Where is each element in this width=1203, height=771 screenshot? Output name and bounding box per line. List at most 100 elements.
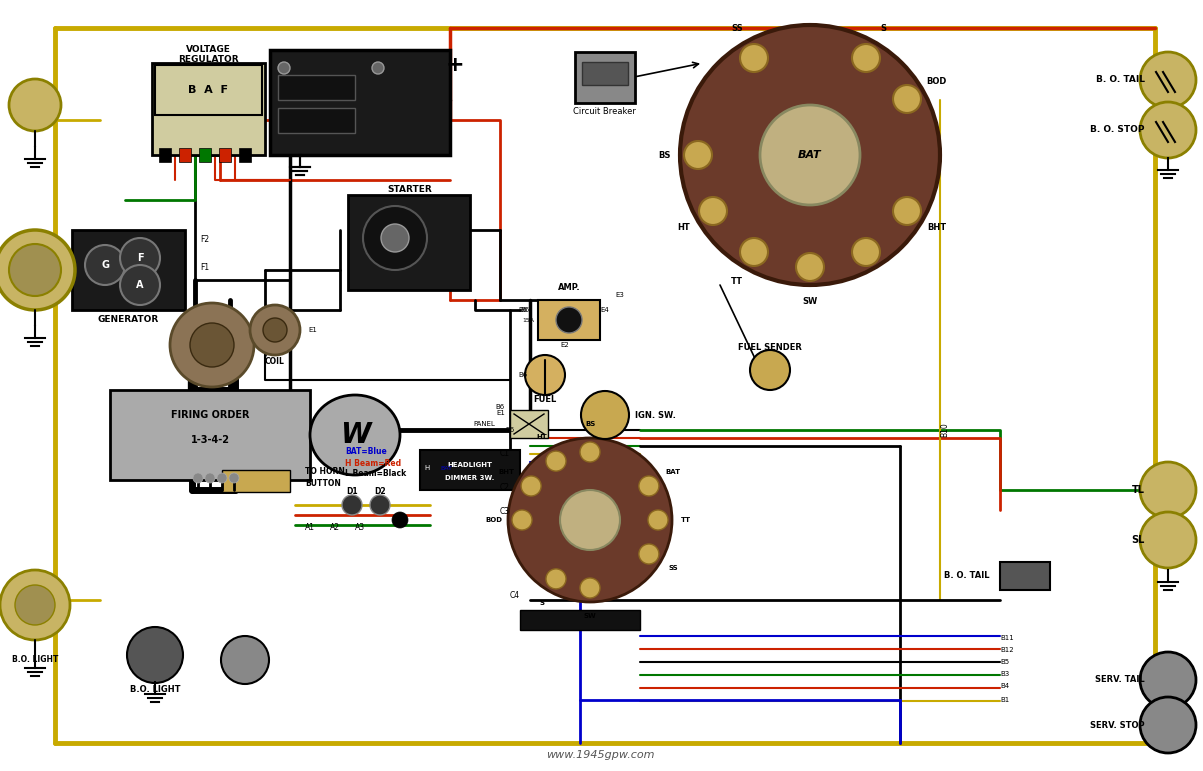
Circle shape — [580, 578, 600, 598]
Text: B6: B6 — [518, 372, 528, 378]
Circle shape — [648, 510, 668, 530]
Circle shape — [1140, 697, 1196, 753]
Text: S: S — [881, 24, 885, 33]
Text: B11: B11 — [1000, 635, 1014, 641]
Text: F: F — [137, 253, 143, 263]
Bar — [278, 75, 355, 100]
Circle shape — [1140, 512, 1196, 568]
Text: TT: TT — [681, 517, 691, 523]
Text: BAT: BAT — [440, 466, 452, 470]
Bar — [520, 610, 640, 630]
Text: C4: C4 — [510, 591, 520, 600]
Circle shape — [512, 510, 532, 530]
Text: SL: SL — [1132, 535, 1145, 545]
Text: W: W — [339, 421, 371, 449]
Text: A3: A3 — [355, 523, 365, 531]
Circle shape — [8, 244, 61, 296]
Text: SS: SS — [669, 565, 678, 571]
Text: A: A — [136, 280, 143, 290]
Text: E1: E1 — [308, 327, 316, 333]
Circle shape — [371, 495, 390, 515]
Bar — [219, 148, 231, 162]
Text: A1: A1 — [306, 523, 315, 531]
Text: SS: SS — [731, 24, 742, 33]
Bar — [348, 195, 470, 290]
Text: TT: TT — [731, 277, 743, 286]
Text: A2: A2 — [330, 523, 340, 531]
Circle shape — [342, 495, 362, 515]
Bar — [239, 148, 251, 162]
Text: C2: C2 — [500, 483, 510, 493]
Text: E1: E1 — [496, 410, 505, 416]
Text: www.1945gpw.com: www.1945gpw.com — [546, 750, 654, 760]
Bar — [159, 148, 171, 162]
Text: L Beam=Black: L Beam=Black — [345, 470, 407, 479]
Text: B.O. LIGHT: B.O. LIGHT — [12, 655, 58, 665]
Circle shape — [852, 238, 881, 266]
Text: COIL: COIL — [265, 358, 285, 366]
Text: B4: B4 — [1000, 683, 1009, 689]
Circle shape — [229, 473, 239, 483]
Circle shape — [190, 323, 235, 367]
Text: E2: E2 — [561, 342, 569, 348]
Text: E3: E3 — [615, 292, 624, 298]
Text: GENERATOR: GENERATOR — [97, 315, 159, 325]
Text: FUEL SENDER: FUEL SENDER — [739, 344, 802, 352]
Circle shape — [128, 627, 183, 683]
Text: B. O. TAIL: B. O. TAIL — [944, 571, 990, 581]
Circle shape — [546, 569, 565, 589]
Bar — [575, 52, 635, 103]
Text: BAT=Blue: BAT=Blue — [345, 447, 386, 456]
Text: STARTER: STARTER — [387, 186, 432, 194]
Circle shape — [561, 490, 620, 550]
Text: SERV. TAIL: SERV. TAIL — [1096, 675, 1145, 685]
Text: D2: D2 — [374, 487, 386, 497]
Circle shape — [893, 197, 921, 225]
Circle shape — [8, 79, 61, 131]
Bar — [198, 148, 211, 162]
Circle shape — [1140, 102, 1196, 158]
Text: S: S — [539, 600, 545, 606]
Circle shape — [852, 44, 881, 72]
Text: B6: B6 — [496, 404, 505, 410]
Text: G: G — [101, 260, 109, 270]
Bar — [1000, 562, 1050, 590]
Text: VOLTAGE: VOLTAGE — [185, 45, 231, 55]
Circle shape — [120, 238, 160, 278]
Text: B. O. STOP: B. O. STOP — [1090, 126, 1145, 134]
Bar — [72, 230, 185, 310]
Circle shape — [546, 451, 565, 471]
Text: IGN. SW.: IGN. SW. — [635, 410, 676, 419]
Text: B12: B12 — [1000, 647, 1014, 653]
Bar — [278, 108, 355, 133]
Bar — [269, 50, 450, 155]
Circle shape — [221, 636, 269, 684]
Circle shape — [685, 141, 712, 169]
Circle shape — [250, 305, 300, 355]
Circle shape — [740, 44, 768, 72]
Circle shape — [1140, 652, 1196, 708]
Circle shape — [796, 253, 824, 281]
Text: FIRING ORDER: FIRING ORDER — [171, 410, 249, 420]
Text: AMP.: AMP. — [558, 284, 580, 292]
Text: B5: B5 — [1000, 659, 1009, 665]
Text: BOD: BOD — [926, 78, 947, 86]
Circle shape — [639, 544, 659, 564]
Circle shape — [381, 224, 409, 252]
Text: BOD: BOD — [486, 517, 503, 523]
Bar — [223, 470, 290, 492]
Text: BUTTON: BUTTON — [306, 480, 340, 489]
Text: C1: C1 — [500, 449, 510, 457]
Circle shape — [581, 391, 629, 439]
Circle shape — [14, 585, 55, 625]
Circle shape — [680, 25, 940, 285]
Circle shape — [192, 473, 203, 483]
Text: B  A  F: B A F — [188, 85, 229, 95]
Circle shape — [372, 62, 384, 74]
Text: C3: C3 — [500, 507, 510, 517]
Circle shape — [0, 230, 75, 310]
Text: HT: HT — [677, 224, 691, 233]
Text: BS: BS — [585, 421, 595, 427]
Ellipse shape — [310, 395, 401, 475]
Circle shape — [760, 105, 860, 205]
